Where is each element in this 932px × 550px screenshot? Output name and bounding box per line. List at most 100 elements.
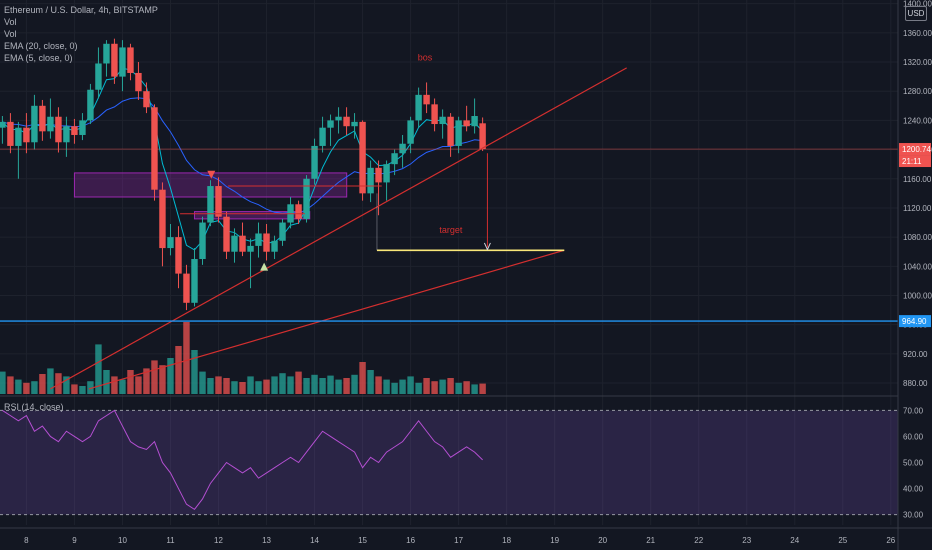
volume-bar [167, 358, 174, 394]
time-tick-label: 23 [742, 536, 751, 545]
candle-body [423, 94, 430, 105]
time-tick-label: 12 [214, 536, 223, 545]
candle-body [343, 116, 350, 127]
candle-body [391, 153, 398, 165]
indicator-ema-20[interactable]: EMA (20, close, 0) [4, 41, 78, 51]
volume-bar [391, 382, 398, 394]
time-tick-label: 26 [886, 536, 895, 545]
volume-bar [55, 373, 62, 394]
candle-body [335, 116, 342, 121]
volume-bar [231, 381, 238, 394]
price-tick-label: 1320.00 [903, 58, 932, 67]
countdown-badge: 21:11 [902, 157, 922, 166]
candle-body [103, 43, 110, 64]
trendline-upper[interactable] [50, 67, 627, 390]
candle-body [191, 259, 198, 303]
volume-bar [207, 378, 214, 394]
volume-bar [7, 376, 14, 394]
time-tick-label: 8 [24, 536, 29, 545]
supply-zone-lower[interactable] [193, 211, 311, 220]
volume-bar [327, 375, 334, 394]
trendline-lower[interactable] [88, 249, 565, 390]
countdown-badge-bg [899, 155, 931, 168]
candle-body [47, 116, 54, 132]
candle-body [39, 105, 46, 132]
volume-bar [23, 382, 30, 394]
candle-body [431, 104, 438, 125]
time-tick-label: 17 [454, 536, 463, 545]
candle-body [223, 216, 230, 252]
buy-signal-marker [260, 262, 269, 271]
candle-body [71, 126, 78, 135]
volume-bar [343, 378, 350, 394]
candle-body [367, 167, 374, 194]
currency-badge[interactable]: USD [905, 6, 927, 21]
indicator-vol-2[interactable]: Vol [4, 29, 17, 39]
time-tick-label: 19 [550, 536, 559, 545]
time-tick-label: 25 [838, 536, 847, 545]
candle-body [295, 204, 302, 219]
candle-body [479, 123, 486, 150]
volume-bar [127, 370, 134, 394]
time-tick-label: 21 [646, 536, 655, 545]
volume-bar [415, 382, 422, 394]
candle-body [119, 47, 126, 77]
volume-bar [295, 371, 302, 394]
price-tick-label: 1160.00 [903, 175, 932, 184]
volume-bar [31, 381, 38, 394]
bos-label: bos [418, 53, 433, 63]
rsi-tick-label: 40.00 [903, 485, 924, 494]
volume-bar [423, 378, 430, 394]
time-tick-label: 13 [262, 536, 271, 545]
time-tick-label: 18 [502, 536, 511, 545]
indicator-vol-1[interactable]: Vol [4, 17, 17, 27]
volume-bar [71, 384, 78, 394]
candle-body [231, 235, 238, 252]
rsi-line [2, 409, 483, 511]
indicator-ema-5[interactable]: EMA (5, close, 0) [4, 53, 73, 63]
candle-body [255, 233, 262, 246]
candle-body [143, 91, 150, 108]
candle-body [279, 222, 286, 241]
candle-body [95, 63, 102, 90]
volume-bar [39, 374, 46, 394]
candle-body [407, 120, 414, 144]
chart-legend: Ethereum / U.S. Dollar, 4h, BITSTAMP Vol… [4, 4, 158, 64]
volume-bar [479, 383, 486, 394]
candles [0, 38, 486, 311]
volume-bar [255, 381, 262, 394]
volume-bar [303, 378, 310, 394]
candle-body [87, 89, 94, 121]
volume-bar [199, 371, 206, 394]
volume-bar [247, 376, 254, 394]
volume-bar [311, 374, 318, 394]
rsi-tick-label: 60.00 [903, 432, 924, 441]
rsi-band [0, 410, 898, 515]
volume-bar [0, 371, 6, 394]
candle-body [471, 116, 478, 127]
time-tick-label: 24 [790, 536, 799, 545]
rsi-panel [0, 409, 898, 516]
volume-bar [351, 374, 358, 394]
volume-bar [439, 379, 446, 394]
price-tick-label: 1080.00 [903, 233, 932, 242]
candle-body [55, 116, 62, 143]
rsi-title[interactable]: RSI (14, close) [4, 402, 64, 412]
candle-body [199, 222, 206, 260]
volume-bar [279, 373, 286, 394]
candle-body [247, 245, 254, 252]
candle-body [383, 164, 390, 183]
candle-body [207, 186, 214, 223]
symbol-title[interactable]: Ethereum / U.S. Dollar, 4h, BITSTAMP [4, 5, 158, 15]
volume-bar [191, 350, 198, 394]
time-tick-label: 15 [358, 536, 367, 545]
candle-body [15, 127, 22, 146]
candle-body [127, 47, 134, 73]
volume-bar [383, 379, 390, 394]
drawing-tools[interactable] [0, 67, 898, 390]
target-arrow-head [483, 242, 491, 251]
volume-bar [399, 379, 406, 394]
price-tick-label: 1240.00 [903, 116, 932, 125]
